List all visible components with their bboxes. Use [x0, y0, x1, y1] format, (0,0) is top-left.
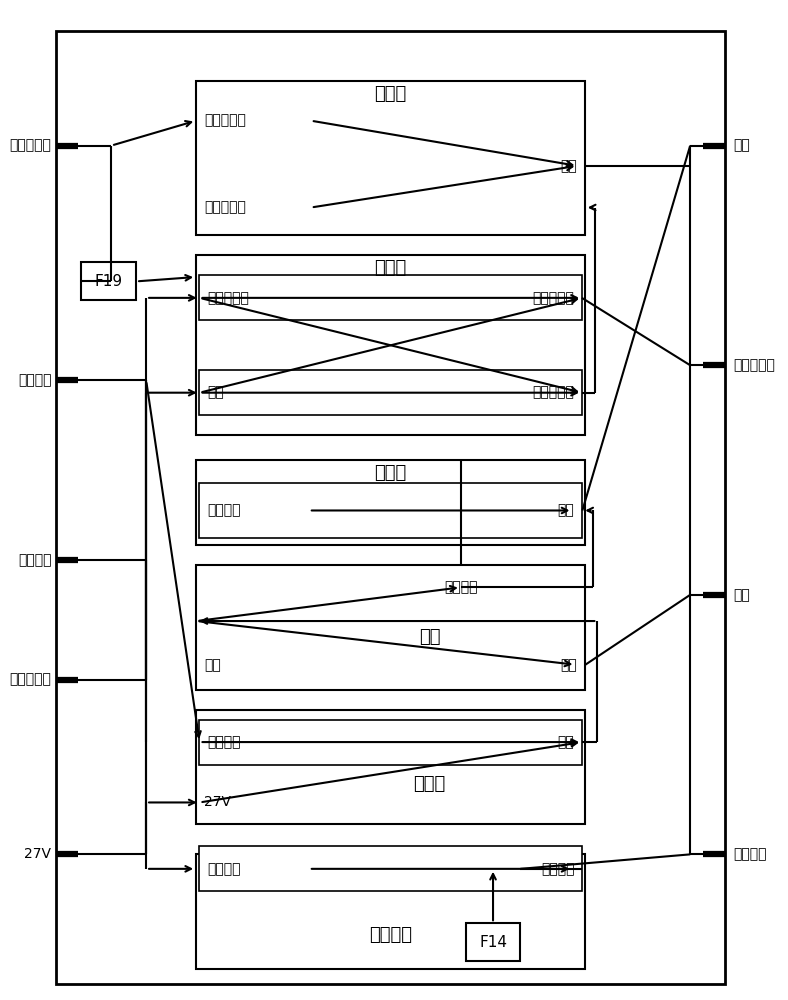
Text: 角度: 角度 [733, 588, 750, 602]
Bar [199, 483, 582, 538]
Text: 力矩器: 力矩器 [374, 259, 407, 277]
Text: 传感器激磁: 传感器激磁 [204, 114, 246, 128]
Text: 力矩器偏角: 力矩器偏角 [533, 386, 574, 400]
Text: F19: F19 [95, 274, 123, 289]
Text: 浮油温度: 浮油温度 [444, 580, 478, 594]
Bar [81, 262, 136, 300]
Text: 油温: 油温 [733, 139, 750, 153]
Text: 浮油: 浮油 [419, 628, 440, 646]
Text: 传感器激磁: 传感器激磁 [9, 139, 51, 153]
Text: 加热: 加热 [558, 735, 574, 749]
Text: 传感器: 传感器 [374, 85, 407, 103]
Text: 阻尼: 阻尼 [207, 386, 224, 400]
Text: 马达转速: 马达转速 [541, 862, 574, 876]
Bar [196, 255, 585, 435]
Text: 陀螺马达: 陀螺马达 [370, 926, 412, 944]
Bar [56, 31, 725, 984]
Text: 角度: 角度 [560, 159, 578, 173]
Text: 马达电流: 马达电流 [18, 553, 51, 567]
Bar [196, 710, 585, 824]
Text: 27V: 27V [204, 795, 231, 809]
Text: 温控信号: 温控信号 [207, 735, 240, 749]
Bar [199, 846, 582, 891]
Text: 马达转速: 马达转速 [733, 847, 767, 861]
Bar [196, 460, 585, 545]
Bar [199, 370, 582, 415]
Text: 力矩器偏角: 力矩器偏角 [204, 201, 246, 215]
Bar [199, 275, 582, 320]
Bar [466, 923, 521, 961]
Text: 力反馈电流: 力反馈电流 [9, 673, 51, 687]
Text: 加热: 加热 [204, 658, 221, 672]
Text: 27V: 27V [24, 847, 51, 861]
Text: 浮油温度: 浮油温度 [207, 503, 240, 517]
Text: 力反馈电流: 力反馈电流 [533, 291, 574, 305]
Bar [196, 81, 585, 235]
Text: 力反馈电流: 力反馈电流 [207, 291, 249, 305]
Bar [196, 565, 585, 690]
Text: 温控信号: 温控信号 [18, 373, 51, 387]
Text: F14: F14 [479, 935, 507, 950]
Bar [199, 720, 582, 765]
Text: 马达电流: 马达电流 [207, 862, 240, 876]
Text: 阻尼: 阻尼 [560, 658, 578, 672]
Text: 力反馈电流: 力反馈电流 [733, 358, 775, 372]
Text: 加热丝: 加热丝 [414, 775, 446, 793]
Bar [196, 854, 585, 969]
Text: 油温: 油温 [558, 503, 574, 517]
Text: 测温丝: 测温丝 [374, 464, 407, 482]
